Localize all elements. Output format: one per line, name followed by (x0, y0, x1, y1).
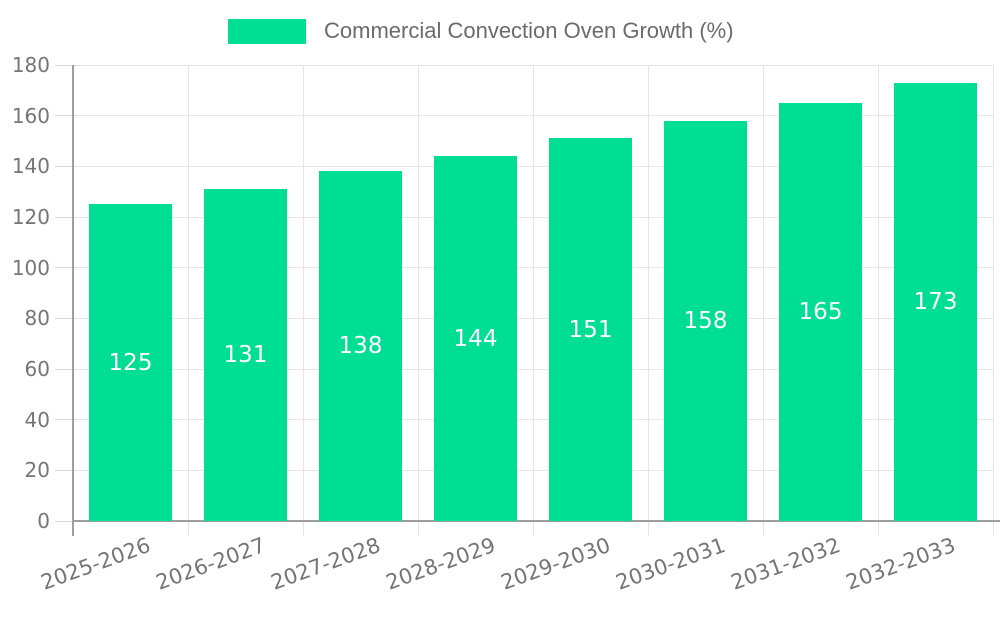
x-gridline (302, 65, 304, 536)
x-tick-label: 2028-2029 (382, 532, 499, 595)
bar: 131 (204, 189, 287, 521)
bar-value-label: 158 (683, 307, 728, 334)
legend-item[interactable]: Commercial Convection Oven Growth (%) (228, 17, 734, 45)
y-tick-label: 120 (11, 205, 50, 229)
y-tick-label: 80 (24, 306, 50, 331)
y-tick (55, 520, 77, 522)
bar-value-label: 125 (108, 349, 153, 376)
y-tick (55, 419, 77, 421)
y-tick-label: 140 (11, 154, 50, 179)
bar-value-label: 138 (338, 333, 383, 360)
x-tick-label: 2030-2031 (612, 532, 729, 595)
legend-label: Commercial Convection Oven Growth (%) (324, 18, 734, 43)
bar-value-label: 151 (568, 316, 613, 343)
y-tick-label: 20 (24, 458, 50, 483)
y-tick-label: 180 (11, 53, 50, 77)
bar: 151 (549, 138, 632, 521)
y-tick-label: 40 (24, 407, 50, 432)
bar: 138 (319, 171, 402, 521)
x-gridline (187, 65, 189, 536)
y-tick-label: 0 (37, 509, 50, 533)
y-tick (55, 115, 77, 117)
bar-chart: Commercial Convection Oven Growth (%) 0 2… (11, 17, 1000, 595)
x-tick-label: 2032-2033 (842, 532, 959, 595)
bar: 158 (664, 120, 747, 521)
y-tick (55, 469, 77, 471)
bar-value-label: 144 (453, 325, 498, 352)
x-gridline (417, 65, 419, 536)
y-tick-label: 160 (11, 103, 50, 128)
bar: 125 (89, 204, 172, 521)
y-tick (55, 317, 77, 319)
y-tick-label: 100 (11, 255, 50, 280)
x-tick-label: 2031-2032 (727, 532, 844, 595)
bar-value-label: 173 (913, 288, 958, 315)
y-tick-label: 60 (24, 357, 50, 381)
y-tick (55, 267, 77, 269)
x-gridline (877, 65, 879, 536)
x-tick-label: 2026-2027 (152, 532, 269, 595)
x-gridline (762, 65, 764, 536)
x-gridline (992, 65, 994, 536)
y-tick (55, 368, 77, 370)
x-axis-line (72, 520, 1000, 522)
y-tick (55, 216, 77, 218)
bar-value-label: 131 (223, 342, 268, 369)
bar: 144 (434, 156, 517, 521)
bar: 173 (894, 82, 977, 521)
y-tick (55, 64, 77, 66)
bar-value-label: 165 (798, 299, 843, 325)
x-tick-label: 2027-2028 (267, 532, 384, 595)
legend-swatch-icon (228, 18, 306, 44)
y-tick (55, 165, 77, 167)
x-gridline (532, 65, 534, 536)
x-gridline (647, 65, 649, 536)
y-axis-line (72, 65, 74, 536)
bar: 165 (779, 103, 862, 521)
x-tick-label: 2029-2030 (497, 532, 614, 595)
